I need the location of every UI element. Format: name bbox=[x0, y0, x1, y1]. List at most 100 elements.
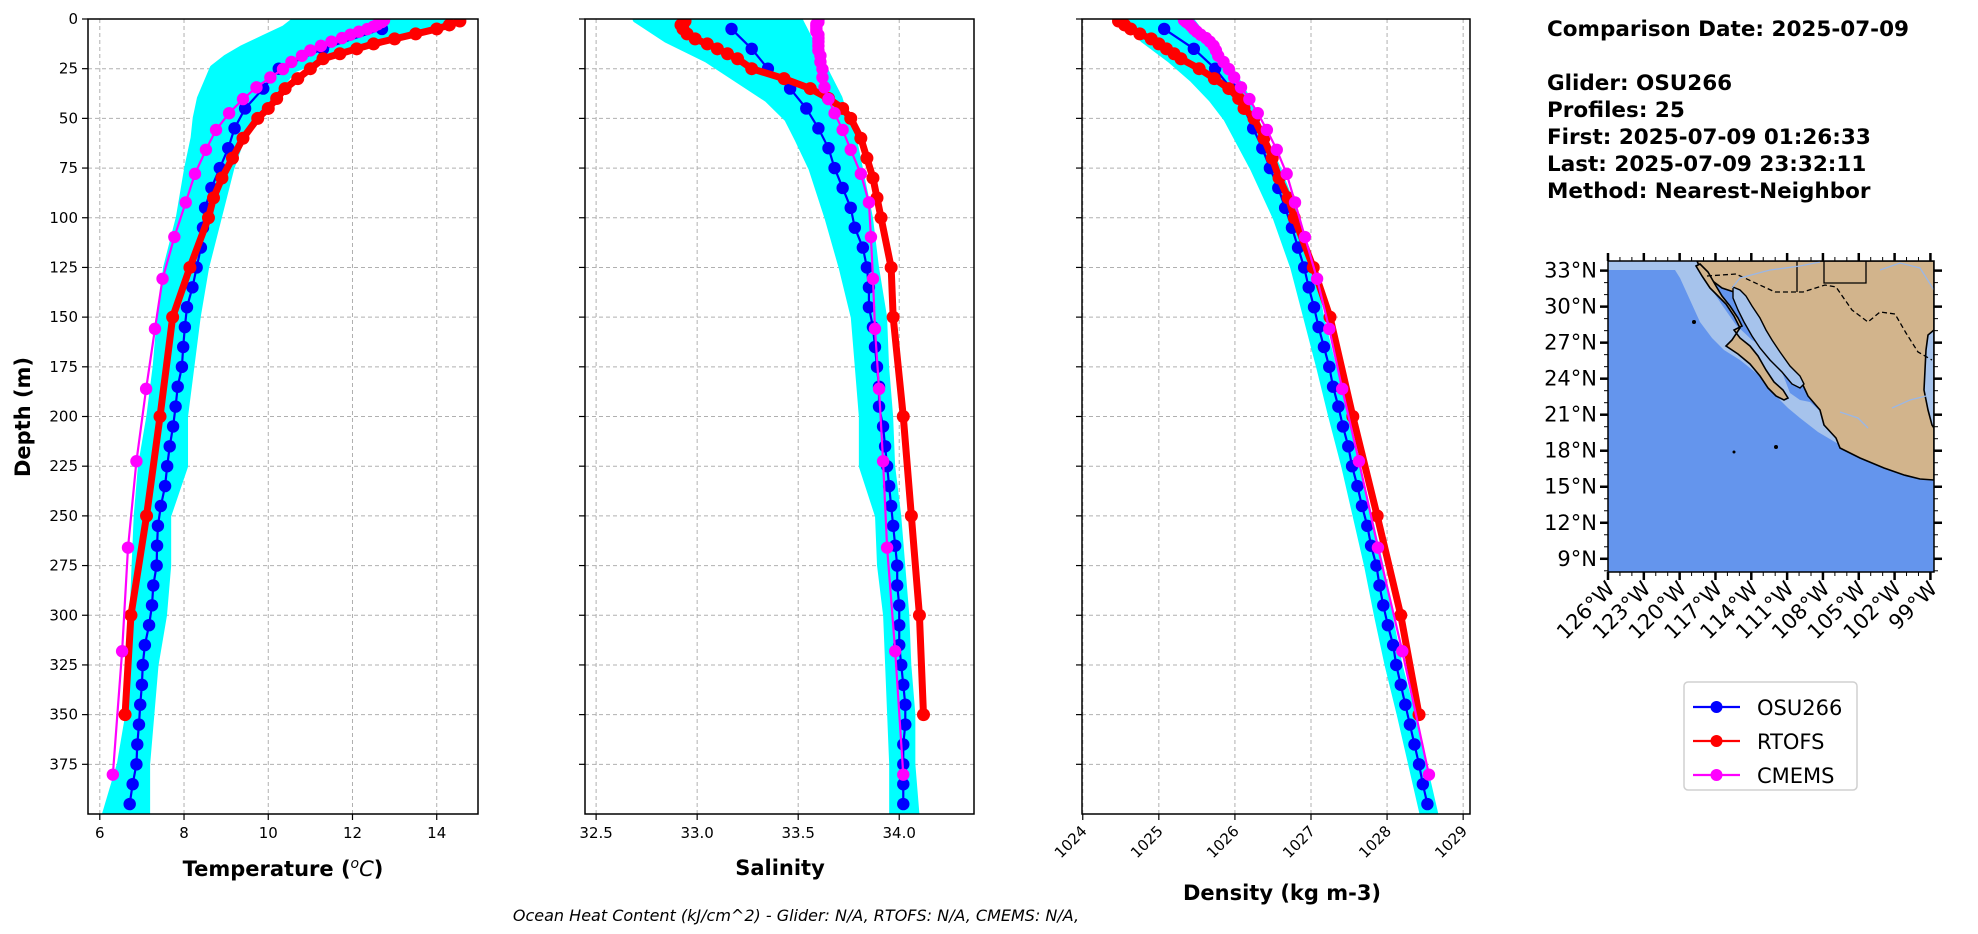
x-tick-label: 1027 bbox=[1279, 822, 1319, 862]
cmems-point bbox=[816, 71, 829, 84]
y-tick-label: 200 bbox=[49, 408, 78, 426]
cmems-point bbox=[314, 39, 328, 53]
osu266-point bbox=[836, 181, 849, 195]
osu266-point bbox=[725, 22, 738, 36]
osu266-point bbox=[1412, 758, 1426, 771]
cmems-point bbox=[828, 107, 841, 120]
rtofs-point bbox=[1174, 52, 1188, 66]
rtofs-point bbox=[166, 310, 180, 324]
glider-profiles-band bbox=[632, 19, 920, 814]
osu266-point bbox=[1421, 797, 1434, 811]
osu266-point bbox=[145, 599, 159, 612]
osu266-point bbox=[158, 479, 172, 493]
osu266-point bbox=[868, 340, 882, 354]
osu266-point bbox=[1307, 300, 1321, 314]
cmems-point bbox=[276, 62, 290, 76]
temperature-panel: 6 8 10 12 14 0 25 50 75 100 125 150 175 200 225 250 275 3… bbox=[49, 10, 479, 842]
osu266-point bbox=[154, 499, 168, 513]
osu266-point bbox=[132, 718, 146, 731]
y-tick-label: 25 bbox=[59, 60, 78, 78]
rtofs-point bbox=[153, 410, 167, 423]
map-lat-label: 12°N bbox=[1544, 511, 1597, 535]
density-plot-area bbox=[1112, 19, 1439, 814]
first-profile-time: First: 2025-07-09 01:26:33 bbox=[1547, 125, 1871, 150]
x-tick-label: 6 bbox=[95, 824, 105, 842]
series-cmems bbox=[1177, 19, 1436, 781]
osu266-point bbox=[882, 479, 896, 493]
osu266-point bbox=[1336, 420, 1350, 433]
cmems-point bbox=[179, 196, 192, 209]
osu266-point bbox=[1157, 22, 1171, 36]
cmems-point bbox=[250, 81, 263, 94]
rtofs-point bbox=[409, 27, 423, 41]
osu266-point bbox=[897, 797, 910, 811]
osu266-point bbox=[1394, 678, 1407, 692]
x-tick-label: 14 bbox=[427, 824, 446, 842]
rtofs-point bbox=[896, 410, 910, 423]
osu266-point bbox=[166, 420, 180, 433]
osu266-point bbox=[891, 559, 904, 572]
cmems-point bbox=[872, 382, 886, 396]
osu266-point bbox=[1342, 440, 1355, 453]
x-tick-label: 8 bbox=[179, 824, 189, 842]
cmems-point bbox=[222, 107, 236, 120]
y-tick-label: 325 bbox=[49, 656, 78, 674]
y-tick-label: 50 bbox=[59, 109, 78, 127]
rtofs-point bbox=[1370, 509, 1384, 523]
cmems-point bbox=[325, 35, 338, 48]
osu266-point bbox=[895, 658, 908, 672]
legend-entry-osu266: OSU266 bbox=[1693, 696, 1842, 720]
rtofs-point bbox=[442, 19, 456, 32]
series-rtofs bbox=[118, 19, 467, 722]
y-tick-label: 125 bbox=[49, 258, 78, 276]
rtofs-point bbox=[236, 131, 250, 145]
osu266-point bbox=[238, 102, 252, 115]
cmems-point bbox=[1280, 167, 1293, 181]
osu266-point bbox=[1381, 618, 1395, 632]
osu266-point bbox=[1386, 638, 1400, 652]
osu266-point bbox=[147, 579, 160, 592]
cmems-point bbox=[130, 455, 143, 468]
osu266-point bbox=[1302, 281, 1315, 294]
cmems-point bbox=[836, 123, 849, 137]
osu266-point bbox=[222, 141, 235, 155]
cmems-point bbox=[209, 123, 223, 137]
osu266-point bbox=[844, 201, 857, 215]
map-island bbox=[1692, 320, 1696, 324]
cmems-point bbox=[854, 167, 868, 181]
salinity-panel: 32.5 33.0 33.5 34.0 bbox=[579, 18, 975, 842]
y-tick-label: 100 bbox=[49, 209, 78, 227]
y-tick-label: 75 bbox=[59, 159, 78, 177]
cmems-point bbox=[139, 382, 153, 396]
comparison-date: Comparison Date: 2025-07-09 bbox=[1547, 17, 1909, 42]
map-lat-label: 24°N bbox=[1544, 367, 1597, 391]
cmems-point bbox=[335, 31, 349, 45]
cmems-point bbox=[1234, 81, 1248, 94]
y-tick-label: 350 bbox=[49, 706, 78, 724]
cmems-point bbox=[106, 768, 120, 781]
cmems-point bbox=[1396, 645, 1409, 658]
osu266-point bbox=[1208, 62, 1222, 75]
rtofs-point bbox=[430, 22, 444, 36]
osu266-point bbox=[163, 440, 176, 453]
cmems-point bbox=[880, 541, 894, 554]
rtofs-point bbox=[1232, 92, 1246, 105]
osu266-point bbox=[228, 122, 241, 135]
osu266-point bbox=[745, 42, 758, 56]
rtofs-point bbox=[201, 211, 215, 225]
map-lat-label: 15°N bbox=[1544, 475, 1597, 499]
rtofs-point bbox=[251, 111, 265, 125]
cmems-point bbox=[1227, 71, 1241, 84]
location-map: 33°N30°N27°N24°N21°N18°N15°N12°N9°N126°W… bbox=[1544, 253, 1942, 644]
osu266-point bbox=[1312, 320, 1325, 334]
rtofs-point bbox=[844, 111, 858, 125]
temperature-plot-area bbox=[102, 19, 467, 814]
rtofs-point bbox=[1237, 101, 1251, 115]
rtofs-point bbox=[904, 509, 918, 523]
osu266-point bbox=[171, 380, 184, 393]
rtofs-point bbox=[886, 310, 900, 324]
rtofs-point bbox=[261, 101, 275, 115]
cmems-point bbox=[1422, 768, 1436, 781]
rtofs-point bbox=[803, 82, 817, 96]
osu266-point bbox=[812, 122, 825, 135]
